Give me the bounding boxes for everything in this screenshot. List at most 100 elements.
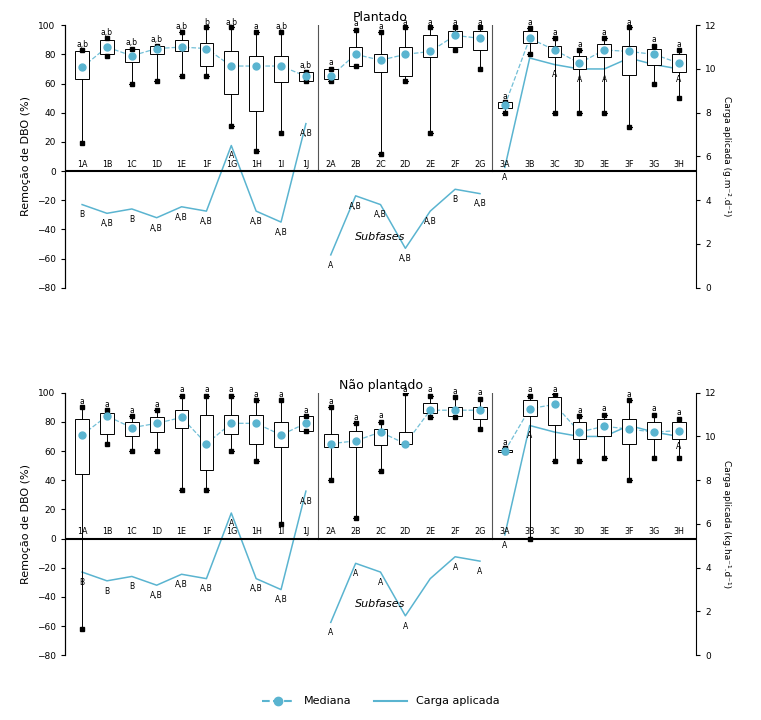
Text: 3A: 3A [499, 527, 510, 536]
Text: 2F: 2F [451, 160, 460, 169]
Bar [647, 422, 661, 439]
Text: 3E: 3E [600, 527, 610, 536]
Bar [349, 431, 362, 446]
Y-axis label: Carga aplicada (g.m⁻².d⁻¹): Carga aplicada (g.m⁻².d⁻¹) [721, 96, 731, 217]
Text: A: A [502, 174, 508, 182]
Bar [597, 44, 611, 58]
Title: Não plantado: Não plantado [339, 379, 422, 392]
Text: a: a [378, 411, 383, 420]
Text: a,b: a,b [225, 18, 237, 27]
Text: a: a [651, 35, 657, 44]
Text: 2D: 2D [400, 527, 411, 536]
Text: A: A [602, 75, 607, 84]
Text: a: a [353, 413, 358, 422]
Bar [523, 400, 537, 416]
Text: 3B: 3B [524, 527, 535, 536]
Text: 2B: 2B [350, 160, 361, 169]
Bar [224, 51, 238, 94]
Text: a: a [677, 40, 681, 48]
Text: A,B: A,B [399, 254, 412, 263]
Text: a: a [179, 385, 184, 394]
Text: 1A: 1A [77, 160, 88, 169]
Text: 2A: 2A [326, 160, 336, 169]
Bar [199, 42, 213, 66]
Text: A,B: A,B [175, 212, 188, 222]
Text: 2E: 2E [425, 160, 435, 169]
Y-axis label: Remoção de DBO (%): Remoção de DBO (%) [21, 464, 31, 584]
Text: 1G: 1G [226, 527, 237, 536]
Bar [498, 449, 511, 452]
Text: a: a [627, 390, 632, 399]
Bar [324, 433, 338, 446]
Text: a: a [577, 40, 582, 48]
Text: 1C: 1C [126, 527, 137, 536]
Text: A: A [577, 75, 582, 84]
Text: 3G: 3G [648, 160, 660, 169]
Text: A,B: A,B [250, 585, 263, 593]
Bar [150, 45, 164, 55]
Text: A: A [677, 442, 682, 451]
Bar [324, 69, 338, 79]
Text: 1J: 1J [302, 160, 310, 169]
Text: A: A [453, 562, 457, 572]
Bar [100, 413, 114, 433]
Text: Subfases: Subfases [355, 599, 406, 609]
Text: 1I: 1I [278, 527, 285, 536]
Bar [523, 31, 537, 42]
Text: 1D: 1D [151, 527, 162, 536]
Text: A,B: A,B [275, 228, 288, 237]
Text: 2E: 2E [425, 527, 435, 536]
Text: A,B: A,B [424, 217, 437, 226]
Bar [399, 47, 412, 76]
Bar [423, 35, 437, 58]
Text: 2B: 2B [350, 527, 361, 536]
Text: 1E: 1E [177, 160, 186, 169]
Bar [423, 403, 437, 413]
Text: a: a [204, 385, 209, 394]
Bar [175, 40, 189, 51]
Text: a,b: a,b [275, 22, 287, 31]
Text: a: a [453, 18, 457, 27]
Text: 2C: 2C [375, 160, 386, 169]
Y-axis label: Carga aplicada (kg.ha⁻¹.d⁻¹): Carga aplicada (kg.ha⁻¹.d⁻¹) [721, 460, 731, 588]
Text: 3G: 3G [648, 527, 660, 536]
Bar [125, 48, 139, 62]
Text: a,b: a,b [101, 28, 113, 37]
Text: a: a [677, 408, 681, 418]
Text: 3F: 3F [625, 527, 634, 536]
Text: a: a [353, 19, 358, 28]
Text: B: B [80, 210, 84, 220]
Text: 3B: 3B [524, 160, 535, 169]
Text: a: a [403, 18, 408, 27]
Text: 3A: 3A [499, 160, 510, 169]
Text: A: A [328, 629, 333, 637]
Text: A: A [378, 578, 383, 587]
Text: A: A [502, 541, 508, 550]
Text: A: A [353, 569, 358, 578]
Text: 2G: 2G [474, 160, 486, 169]
Bar [622, 45, 636, 75]
Text: a,b: a,b [176, 22, 187, 31]
Text: 1D: 1D [151, 160, 162, 169]
Text: a: a [253, 22, 259, 31]
Text: A,B: A,B [300, 130, 312, 138]
Bar [399, 432, 412, 444]
Bar [548, 397, 562, 425]
Text: B: B [104, 587, 110, 595]
Text: A,B: A,B [100, 219, 113, 228]
Text: 1H: 1H [250, 160, 262, 169]
Bar [374, 429, 387, 445]
Text: A: A [626, 64, 632, 73]
Text: a,b: a,b [151, 35, 163, 44]
Text: A: A [328, 261, 333, 270]
Text: 2D: 2D [400, 160, 411, 169]
Text: 2A: 2A [326, 527, 336, 536]
Text: 1C: 1C [126, 160, 137, 169]
Bar [75, 51, 89, 79]
Text: 1B: 1B [102, 527, 112, 536]
Text: a: a [527, 18, 532, 27]
Text: a: a [502, 438, 508, 446]
Text: A,B: A,B [374, 210, 387, 220]
Y-axis label: Remoção de DBO (%): Remoção de DBO (%) [21, 96, 31, 217]
Text: 3D: 3D [574, 160, 585, 169]
